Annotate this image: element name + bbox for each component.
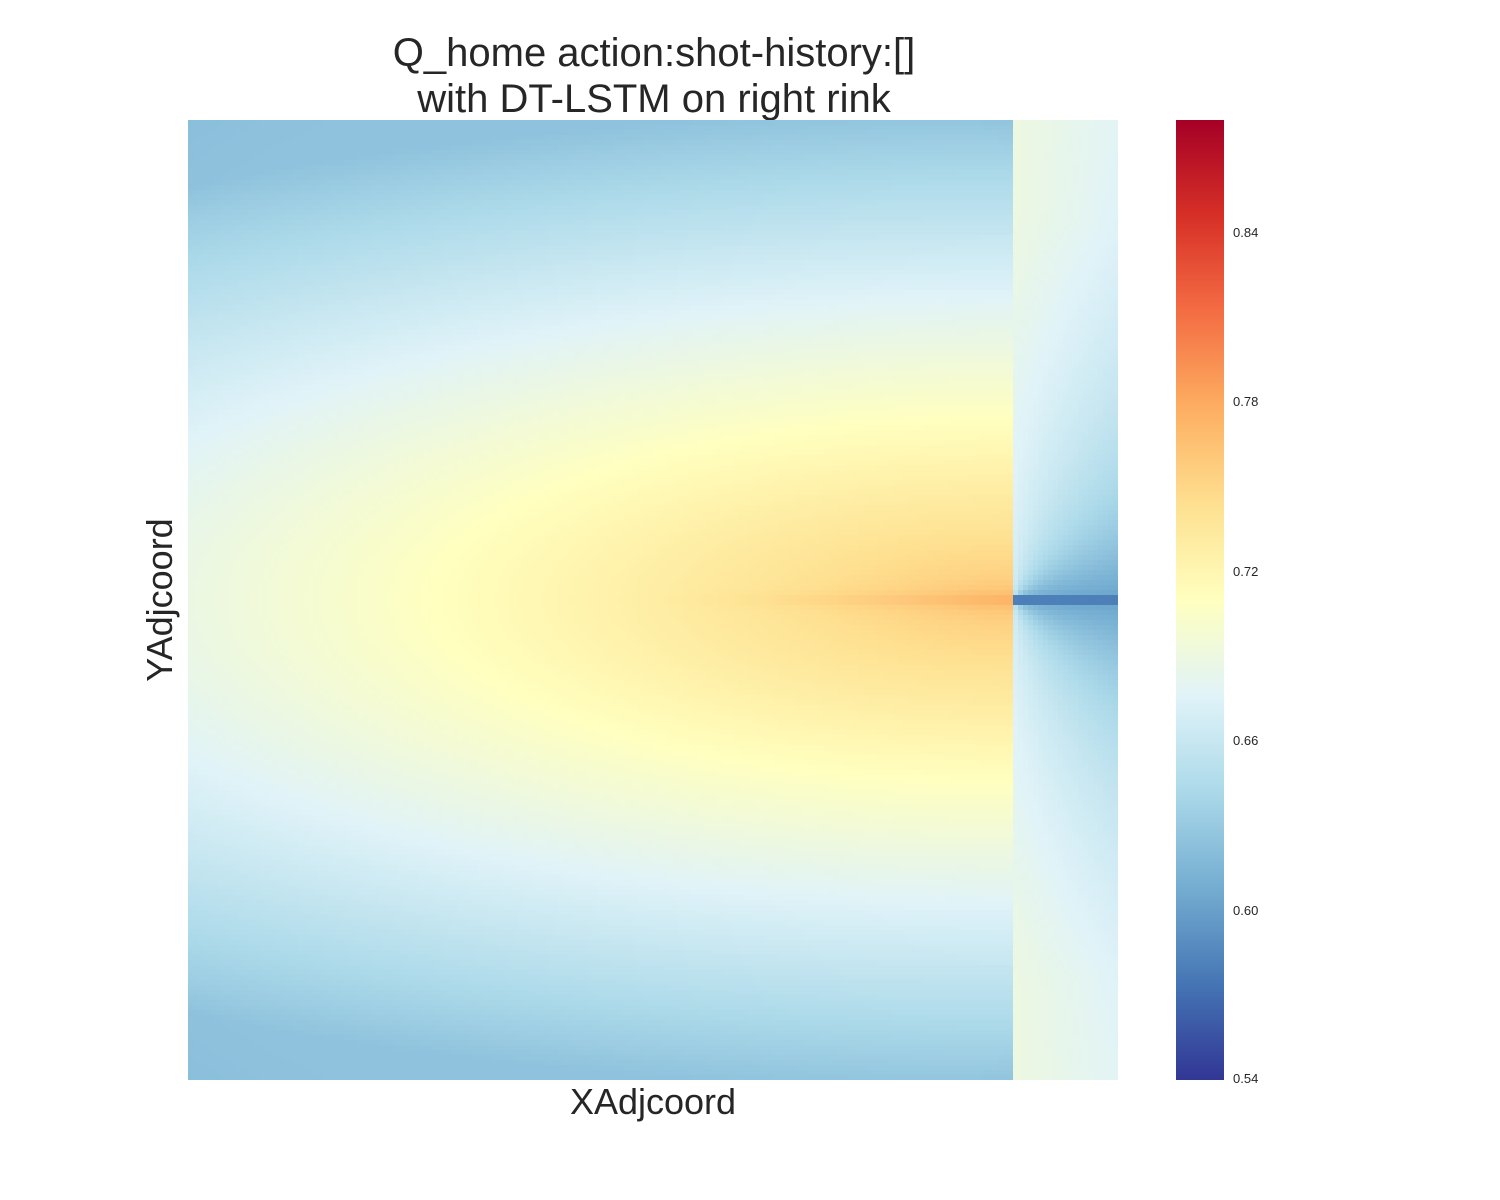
colorbar-ticks: 0.84 0.78 0.72 0.66 0.60 0.54 <box>1224 120 1344 1085</box>
y-axis-label: YAdjcoord <box>139 518 180 682</box>
heatmap-grid <box>188 120 1118 1080</box>
colorbar-tick-label: 0.78 <box>1233 394 1259 410</box>
colorbar-tick-label: 0.72 <box>1233 563 1259 579</box>
colorbar-tick-label: 0.54 <box>1233 1071 1259 1086</box>
chart-title: Q_home action:shot-history:[] with DT-LS… <box>188 30 1120 122</box>
chart-title-line-2: with DT-LSTM on right rink <box>417 77 891 121</box>
chart-title-line-1: Q_home action:shot-history:[] <box>392 31 916 75</box>
colorbar <box>1176 120 1224 1080</box>
colorbar-tick-label: 0.66 <box>1233 733 1259 749</box>
colorbar-tick-label: 0.60 <box>1233 902 1259 918</box>
colorbar-tick-label: 0.84 <box>1233 224 1259 240</box>
x-axis-label: XAdjcoord <box>569 1081 737 1122</box>
